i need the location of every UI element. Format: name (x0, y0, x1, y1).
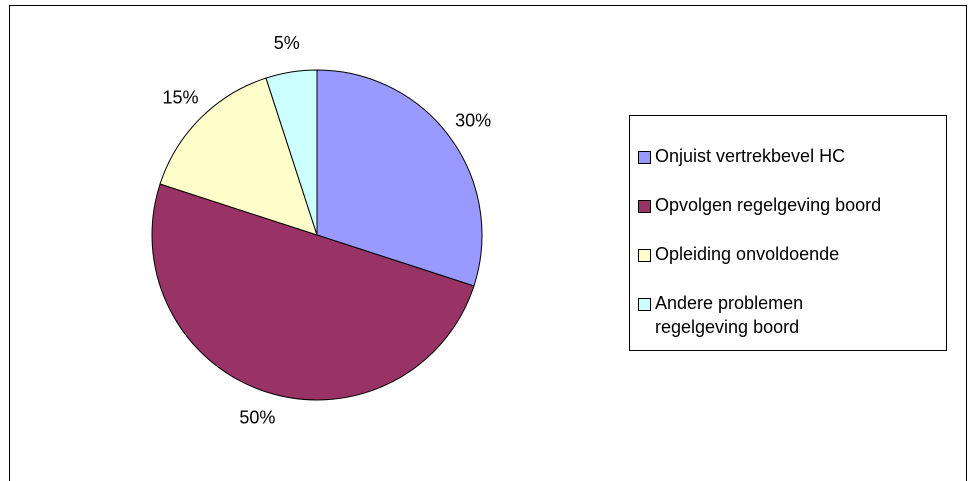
pie-slice (159, 77, 318, 236)
legend-swatch (638, 200, 651, 213)
pie-slice (151, 183, 475, 401)
legend-item: Andere problemen regelgeving boord (638, 291, 942, 339)
data-label: 50% (239, 407, 275, 427)
legend-item: Onjuist vertrekbevel HC (638, 144, 942, 168)
legend-item: Opvolgen regelgeving boord (638, 193, 942, 217)
legend-label: Andere problemen regelgeving boord (655, 293, 804, 337)
legend-label: Opvolgen regelgeving boord (655, 195, 882, 215)
legend-swatch (638, 298, 651, 311)
pie-slice (265, 69, 318, 236)
legend-swatch (638, 151, 651, 164)
legend-item: Opleiding onvoldoende (638, 242, 942, 266)
legend-label: Onjuist vertrekbevel HC (655, 146, 846, 166)
pie-slice (316, 69, 483, 287)
data-label: 5% (274, 33, 300, 53)
legend: Onjuist vertrekbevel HC Opvolgen regelgev… (629, 115, 947, 351)
legend-swatch (638, 249, 651, 262)
data-label: 30% (455, 110, 491, 130)
chart-border (9, 5, 967, 481)
legend-label: Opleiding onvoldoende (655, 244, 840, 264)
data-label: 15% (163, 87, 199, 107)
